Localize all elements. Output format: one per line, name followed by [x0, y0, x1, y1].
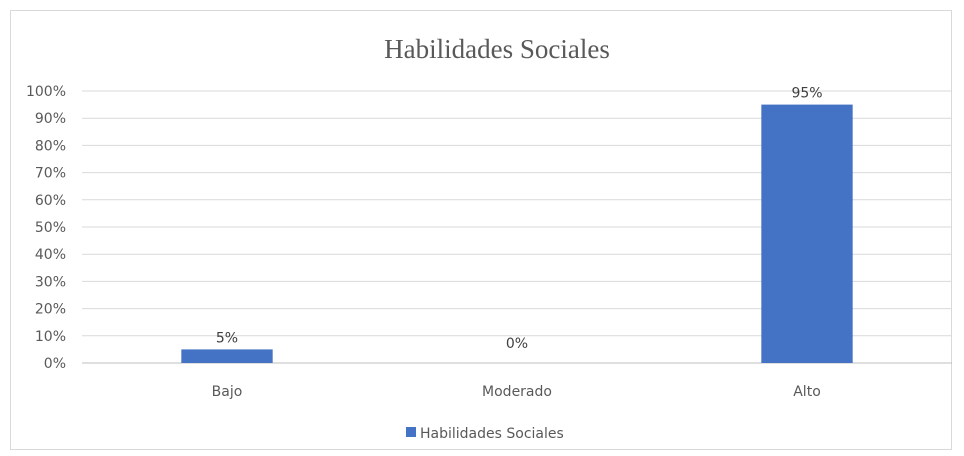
legend-swatch [406, 427, 416, 437]
y-tick-label: 0% [44, 356, 66, 372]
y-tick-label: 80% [35, 138, 66, 154]
y-tick-label: 100% [26, 84, 66, 100]
bar-alto [761, 104, 853, 363]
data-label-moderado: 0% [506, 336, 528, 352]
y-tick-label: 70% [35, 166, 66, 182]
y-tick-label: 10% [35, 329, 66, 345]
y-tick-label: 50% [35, 220, 66, 236]
data-label-bajo: 5% [216, 330, 238, 346]
chart-title: Habilidades Sociales [384, 34, 610, 64]
data-labels: 5% 0% 95% [216, 86, 823, 352]
y-axis-tick-labels: 0% 10% 20% 30% 40% 50% 60% 70% 80% 90% 100% [26, 84, 66, 372]
x-tick-label-bajo: Bajo [212, 384, 243, 400]
legend: Habilidades Sociales [406, 426, 564, 442]
data-label-alto: 95% [791, 86, 822, 102]
bar-series [181, 104, 853, 363]
y-tick-label: 90% [35, 111, 66, 127]
y-tick-label: 40% [35, 247, 66, 263]
y-tick-label: 30% [35, 274, 66, 290]
bar-bajo [181, 349, 273, 363]
x-tick-label-moderado: Moderado [482, 384, 552, 400]
x-axis-tick-labels: Bajo Moderado Alto [212, 384, 821, 400]
y-tick-label: 20% [35, 302, 66, 318]
x-tick-label-alto: Alto [793, 384, 821, 400]
legend-label: Habilidades Sociales [420, 426, 564, 442]
y-tick-label: 60% [35, 193, 66, 209]
